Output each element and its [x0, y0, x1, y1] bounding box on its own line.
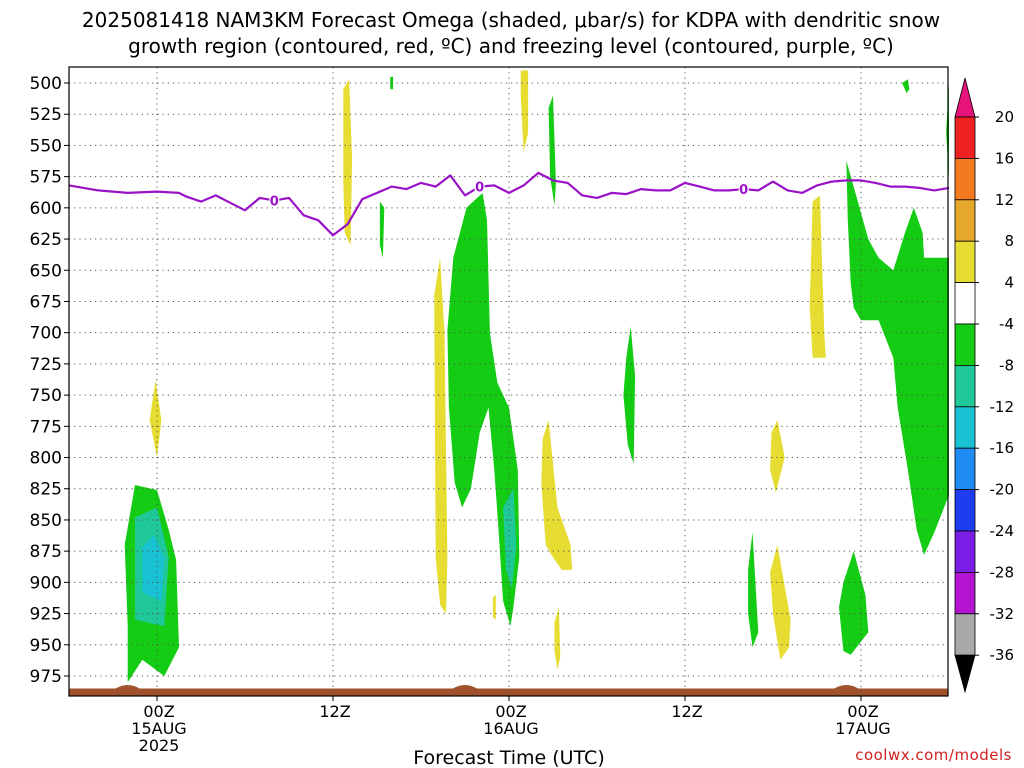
omega-region-18 — [770, 420, 785, 493]
y-tick-label: 650 — [30, 261, 62, 281]
chart-title-line-2: growth region (contoured, red, ºC) and f… — [128, 34, 894, 58]
omega-region-19 — [770, 544, 791, 660]
y-tick-label: 775 — [30, 417, 62, 437]
x-tick-label: 16AUG — [483, 719, 538, 738]
freezing-level-label: 0 — [475, 181, 484, 196]
terrain-fill — [69, 684, 948, 696]
credit-text: coolwx.com/models — [855, 746, 1012, 764]
colorbar-label: -4 — [999, 315, 1014, 333]
colorbar-bin — [954, 613, 976, 656]
colorbar-bin — [954, 157, 976, 201]
y-tick-label: 625 — [30, 230, 62, 250]
x-axis-label: Forecast Time (UTC) — [413, 747, 604, 768]
colorbar-bin — [954, 489, 976, 532]
colorbar-label: 8 — [1004, 232, 1014, 250]
colorbar-bin — [954, 364, 976, 408]
omega-region-13 — [548, 95, 556, 206]
omega-region-10 — [503, 488, 517, 589]
colorbar-label: -36 — [990, 646, 1015, 664]
colorbar-bin — [954, 282, 976, 325]
x-tick-label: 00Z — [495, 702, 526, 721]
y-tick-label: 600 — [30, 199, 62, 219]
y-tick-label: 725 — [30, 355, 62, 375]
freezing-label-bg — [269, 191, 280, 208]
colorbar-top-arrow — [954, 77, 976, 118]
colorbar-bin — [954, 406, 976, 449]
x-tick-label: 2025 — [139, 736, 180, 755]
x-tick-label: 15AUG — [131, 719, 186, 738]
colorbar-label: 12 — [995, 191, 1014, 209]
y-tick-label: 550 — [30, 136, 62, 156]
y-tick-label: 925 — [30, 605, 62, 625]
y-tick-label: 800 — [30, 449, 62, 469]
colorbar-bin — [954, 530, 976, 573]
x-tick-label: 12Z — [319, 702, 350, 721]
colorbar-label: -16 — [990, 439, 1015, 457]
y-tick-label: 875 — [30, 542, 62, 562]
freezing-label-bg — [738, 180, 749, 197]
omega-region-15 — [554, 607, 561, 670]
freezing-level-contour: 0 0 0 — [68, 171, 950, 237]
colorbar-label: -32 — [990, 605, 1015, 623]
colorbar-bin — [954, 116, 976, 159]
omega-region-8 — [438, 382, 443, 483]
colorbar-label: -24 — [990, 522, 1015, 540]
omega-region-5 — [379, 201, 385, 258]
plot-area: 0 0 0 — [68, 66, 950, 697]
y-tick-label: 900 — [30, 573, 62, 593]
colorbar-label: -12 — [990, 398, 1015, 416]
y-tick-label: 825 — [30, 480, 62, 500]
colorbar-bin — [954, 240, 976, 283]
freezing-level-label: 0 — [739, 183, 748, 198]
y-tick-label: 700 — [30, 324, 62, 344]
x-tick-label: 17AUG — [835, 719, 890, 738]
freezing-level-label: 0 — [270, 194, 279, 209]
colorbar-bin — [954, 323, 976, 366]
colorbar-bin — [954, 199, 976, 242]
colorbar-bin — [954, 572, 976, 615]
freezing-level-line — [68, 171, 950, 237]
omega-region-4 — [343, 79, 353, 246]
y-tick-label: 975 — [30, 667, 62, 687]
omega-region-16 — [623, 326, 636, 464]
colorbar: 20 16 12 8 4 -4 -8 -12 -16 -20 -24 -28 -32 -36 — [954, 77, 1015, 694]
colorbar-label: 20 — [995, 108, 1014, 126]
y-tick-label: 525 — [30, 105, 62, 125]
chart-title-line-1: 2025081418 NAM3KM Forecast Omega (shaded… — [82, 8, 940, 32]
terrain-surface — [69, 684, 948, 696]
omega-region-12 — [520, 70, 529, 152]
colorbar-label: 4 — [1004, 274, 1014, 292]
x-tick-label: 12Z — [671, 702, 702, 721]
grid-lines — [69, 67, 948, 696]
omega-region-20 — [809, 195, 826, 358]
omega-region-17 — [748, 532, 759, 648]
freezing-label-bg — [474, 177, 485, 194]
colorbar-bottom-arrow — [954, 654, 976, 694]
colorbar-label: -28 — [990, 563, 1015, 581]
y-tick-label: 575 — [30, 168, 62, 188]
colorbar-label: -8 — [999, 356, 1014, 374]
omega-region-11 — [492, 594, 496, 620]
y-tick-label: 750 — [30, 386, 62, 406]
x-tick-label: 00Z — [143, 702, 174, 721]
x-tick-label: 00Z — [847, 702, 878, 721]
y-axis-ticks: 500 525 550 575 600 625 650 675 700 725 750 775 800 8… — [30, 74, 69, 687]
y-tick-label: 500 — [30, 74, 62, 94]
colorbar-label: 16 — [995, 149, 1014, 167]
omega-region-14 — [541, 420, 573, 570]
omega-region-23 — [846, 160, 949, 555]
y-tick-label: 950 — [30, 636, 62, 656]
omega-region-3 — [149, 380, 162, 458]
y-tick-label: 675 — [30, 292, 62, 312]
y-tick-label: 850 — [30, 511, 62, 531]
colorbar-bin — [954, 447, 976, 491]
colorbar-label: -20 — [990, 481, 1015, 499]
omega-region-22 — [902, 79, 910, 93]
